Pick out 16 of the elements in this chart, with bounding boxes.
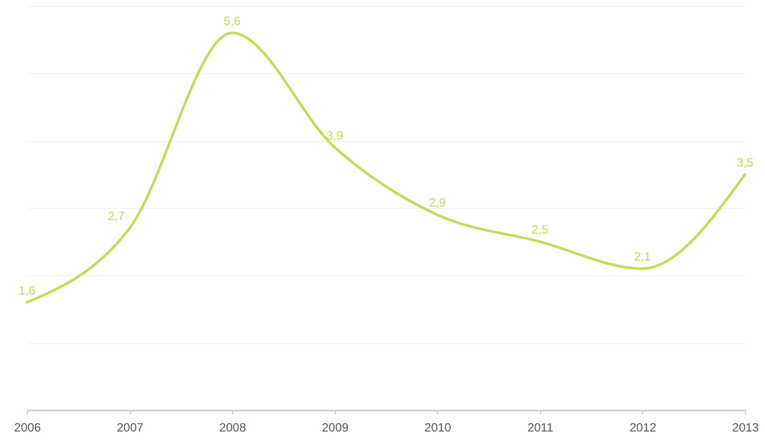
data-label: 5,6: [224, 14, 241, 28]
data-label: 2,1: [634, 250, 652, 264]
data-label: 2,7: [108, 209, 125, 224]
x-tick-label: 2010: [424, 420, 452, 434]
x-tick-label: 2006: [14, 420, 42, 434]
x-tick-label: 2009: [322, 420, 349, 434]
x-tick-label: 2011: [527, 420, 554, 434]
data-label: 3,9: [326, 128, 344, 142]
data-label: 3,5: [736, 155, 754, 170]
x-tick-label: 2012: [630, 420, 657, 434]
data-label: 1,6: [18, 283, 36, 298]
data-label: 2,5: [532, 222, 549, 237]
x-tick-label: 2007: [116, 420, 144, 434]
data-label: 2,9: [428, 196, 446, 210]
x-tick-label: 2008: [219, 420, 246, 434]
x-tick-label: 2013: [732, 420, 760, 434]
